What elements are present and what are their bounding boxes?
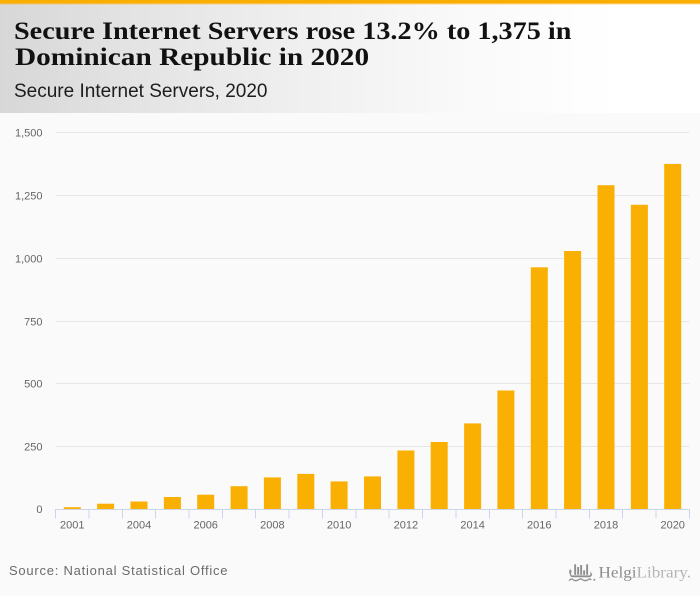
svg-text:2012: 2012: [394, 520, 418, 532]
svg-text:2006: 2006: [193, 520, 217, 532]
svg-text:1,000: 1,000: [15, 254, 43, 266]
svg-text:2020: 2020: [660, 520, 684, 532]
svg-text:250: 250: [24, 442, 42, 454]
svg-text:2008: 2008: [260, 520, 284, 532]
svg-text:2001: 2001: [60, 520, 84, 532]
svg-text:750: 750: [24, 317, 42, 329]
svg-text:0: 0: [36, 504, 42, 516]
svg-text:2016: 2016: [527, 520, 551, 532]
svg-text:2004: 2004: [127, 520, 151, 532]
svg-text:500: 500: [24, 379, 42, 391]
svg-text:2018: 2018: [594, 520, 618, 532]
svg-text:1,500: 1,500: [15, 128, 43, 140]
svg-text:2010: 2010: [327, 520, 351, 532]
svg-text:1,250: 1,250: [15, 191, 43, 203]
svg-text:2014: 2014: [460, 520, 484, 532]
